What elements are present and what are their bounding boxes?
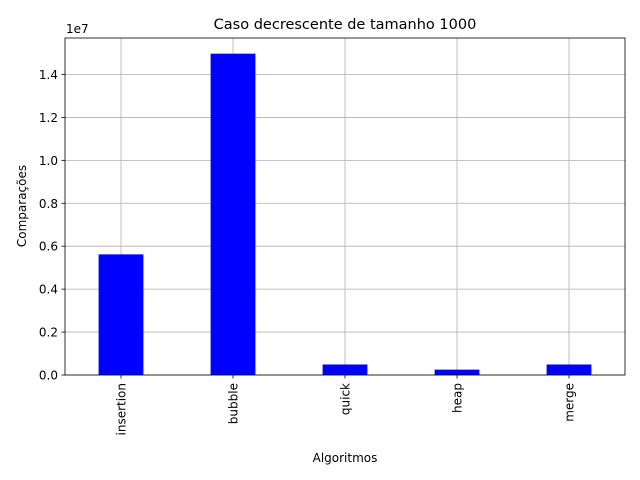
y-tick-label: 1.4 [39, 68, 58, 82]
x-tick-label: merge [563, 383, 577, 422]
x-tick-label: quick [339, 383, 353, 415]
y-tick-label: 0.0 [39, 369, 58, 383]
chart-title: Caso decrescente de tamanho 1000 [214, 17, 477, 33]
y-tick-label: 0.4 [39, 283, 58, 297]
bar-quick [322, 364, 368, 375]
y-tick-label: 0.6 [39, 240, 58, 254]
x-tick-label: insertion [115, 383, 129, 436]
x-tick-label: bubble [227, 383, 241, 424]
x-tick-label: heap [451, 383, 465, 413]
y-offset-label: 1e7 [66, 22, 89, 36]
bar-bubble [210, 53, 256, 375]
bar-insertion [98, 254, 144, 375]
y-tick-label: 0.8 [39, 197, 58, 211]
y-tick-label: 1.2 [39, 111, 58, 125]
y-axis: 0.0 0.2 0.4 0.6 0.8 1.0 1.2 1.4 [39, 68, 65, 383]
x-axis-label: Algoritmos [313, 451, 378, 465]
bars-layer [98, 53, 592, 375]
x-axis: insertion bubble quick heap merge [115, 375, 577, 436]
grid-layer [65, 38, 625, 376]
bar-heap [434, 369, 480, 375]
bar-merge [546, 364, 592, 375]
y-tick-label: 0.2 [39, 326, 58, 340]
y-tick-label: 1.0 [39, 154, 58, 168]
y-axis-label: Comparações [15, 165, 29, 247]
